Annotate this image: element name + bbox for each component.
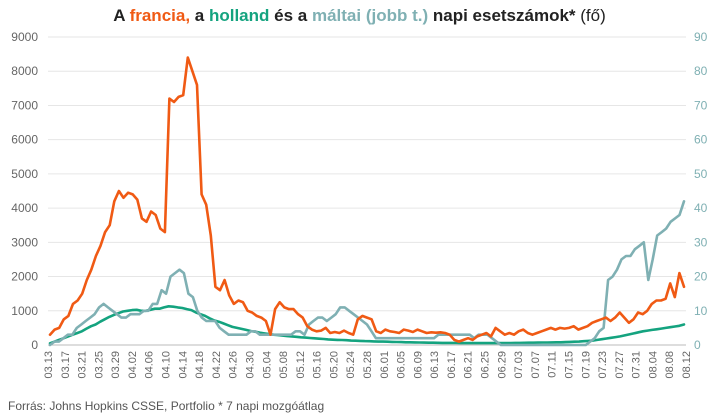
x-tick-label: 06.17 [446, 351, 458, 379]
right-tick-label: 60 [694, 133, 708, 147]
right-tick-label: 10 [694, 304, 708, 318]
left-tick-label: 6000 [11, 133, 38, 147]
x-tick-label: 08.08 [664, 351, 676, 379]
right-tick-label: 0 [694, 338, 701, 352]
source-note: Forrás: Johns Hopkins CSSE, Portfolio * … [8, 399, 325, 413]
x-tick-label: 03.25 [93, 351, 105, 379]
x-tick-label: 04.18 [194, 351, 206, 379]
x-tick-label: 04.10 [161, 351, 173, 379]
x-tick-label: 07.19 [580, 351, 592, 379]
right-tick-label: 30 [694, 235, 708, 249]
x-tick-label: 07.11 [547, 351, 559, 378]
x-tick-label: 03.17 [60, 351, 72, 379]
title-part-4: napi esetszámok* [428, 6, 576, 25]
left-tick-label: 9000 [11, 30, 38, 44]
left-tick-label: 7000 [11, 98, 38, 112]
x-tick-label: 07.15 [563, 351, 575, 379]
x-tick-label: 07.03 [513, 351, 525, 379]
x-tick-label: 05.12 [295, 351, 307, 379]
gridlines [48, 36, 686, 346]
x-tick-label: 05.04 [261, 351, 273, 379]
left-tick-label: 4000 [11, 201, 38, 215]
x-tick-label: 08.04 [647, 351, 659, 379]
x-tick-label: 06.05 [396, 351, 408, 379]
x-tick-label: 05.28 [362, 351, 374, 379]
right-y-axis: 0 10 20 30 40 50 60 70 80 90 [694, 30, 708, 352]
x-tick-label: 04.22 [211, 351, 223, 379]
x-tick-label: 06.01 [379, 351, 391, 379]
x-tick-label: 04.06 [144, 351, 156, 379]
x-tick-label: 08.12 [681, 351, 693, 379]
x-tick-label: 06.09 [412, 351, 424, 379]
x-tick-label: 06.13 [429, 351, 441, 379]
left-y-axis: 0 1000 2000 3000 4000 5000 6000 7000 8000 9000 [11, 30, 38, 352]
title-part-5: (fő) [575, 6, 606, 25]
right-tick-label: 20 [694, 270, 708, 284]
x-tick-label: 04.14 [177, 351, 189, 379]
title-part-3: és a [269, 6, 312, 25]
x-tick-label: 06.25 [480, 351, 492, 379]
left-tick-label: 0 [31, 338, 38, 352]
x-tick-label: 05.08 [278, 351, 290, 379]
title-france: francia, [129, 6, 191, 25]
x-tick-label: 05.24 [345, 351, 357, 379]
title-part-1: A [113, 6, 130, 25]
x-tick-label: 04.26 [228, 351, 240, 379]
x-tick-label: 07.31 [631, 351, 643, 379]
x-tick-label: 06.21 [463, 351, 475, 379]
x-tick-label: 03.21 [77, 351, 89, 379]
right-tick-label: 70 [694, 98, 708, 112]
right-tick-label: 90 [694, 30, 708, 44]
x-tick-label: 05.16 [312, 351, 324, 379]
series-lines [48, 56, 686, 347]
left-tick-label: 1000 [11, 304, 38, 318]
left-tick-label: 3000 [11, 235, 38, 249]
x-tick-label: 06.29 [496, 351, 508, 379]
x-tick-label: 07.27 [614, 351, 626, 379]
x-tick-label: 04.30 [244, 351, 256, 379]
series-line-francia [48, 56, 686, 343]
x-tick-label: 05.20 [328, 351, 340, 379]
right-tick-label: 80 [694, 64, 708, 78]
left-tick-label: 5000 [11, 167, 38, 181]
right-tick-label: 50 [694, 167, 708, 181]
x-axis: 03.13 03.17 03.21 03.25 03.29 04.02 04.06 04.10… [43, 344, 693, 379]
x-tick-label: 03.29 [110, 351, 122, 379]
x-tick-label: 04.02 [127, 351, 139, 379]
left-tick-label: 8000 [11, 64, 38, 78]
x-tick-label: 03.13 [43, 351, 55, 379]
x-tick-label: 07.07 [530, 351, 542, 379]
chart-title: A francia, a holland és a máltai (jobb t… [0, 6, 719, 26]
x-tick-label: 07.23 [597, 351, 609, 379]
left-tick-label: 2000 [11, 270, 38, 284]
series-line-maltai [48, 200, 686, 347]
series-line-holland [48, 304, 686, 345]
title-malta: máltai (jobb t.) [311, 6, 429, 25]
title-part-2: a [190, 6, 209, 25]
right-tick-label: 40 [694, 201, 708, 215]
title-holland: holland [208, 6, 270, 25]
